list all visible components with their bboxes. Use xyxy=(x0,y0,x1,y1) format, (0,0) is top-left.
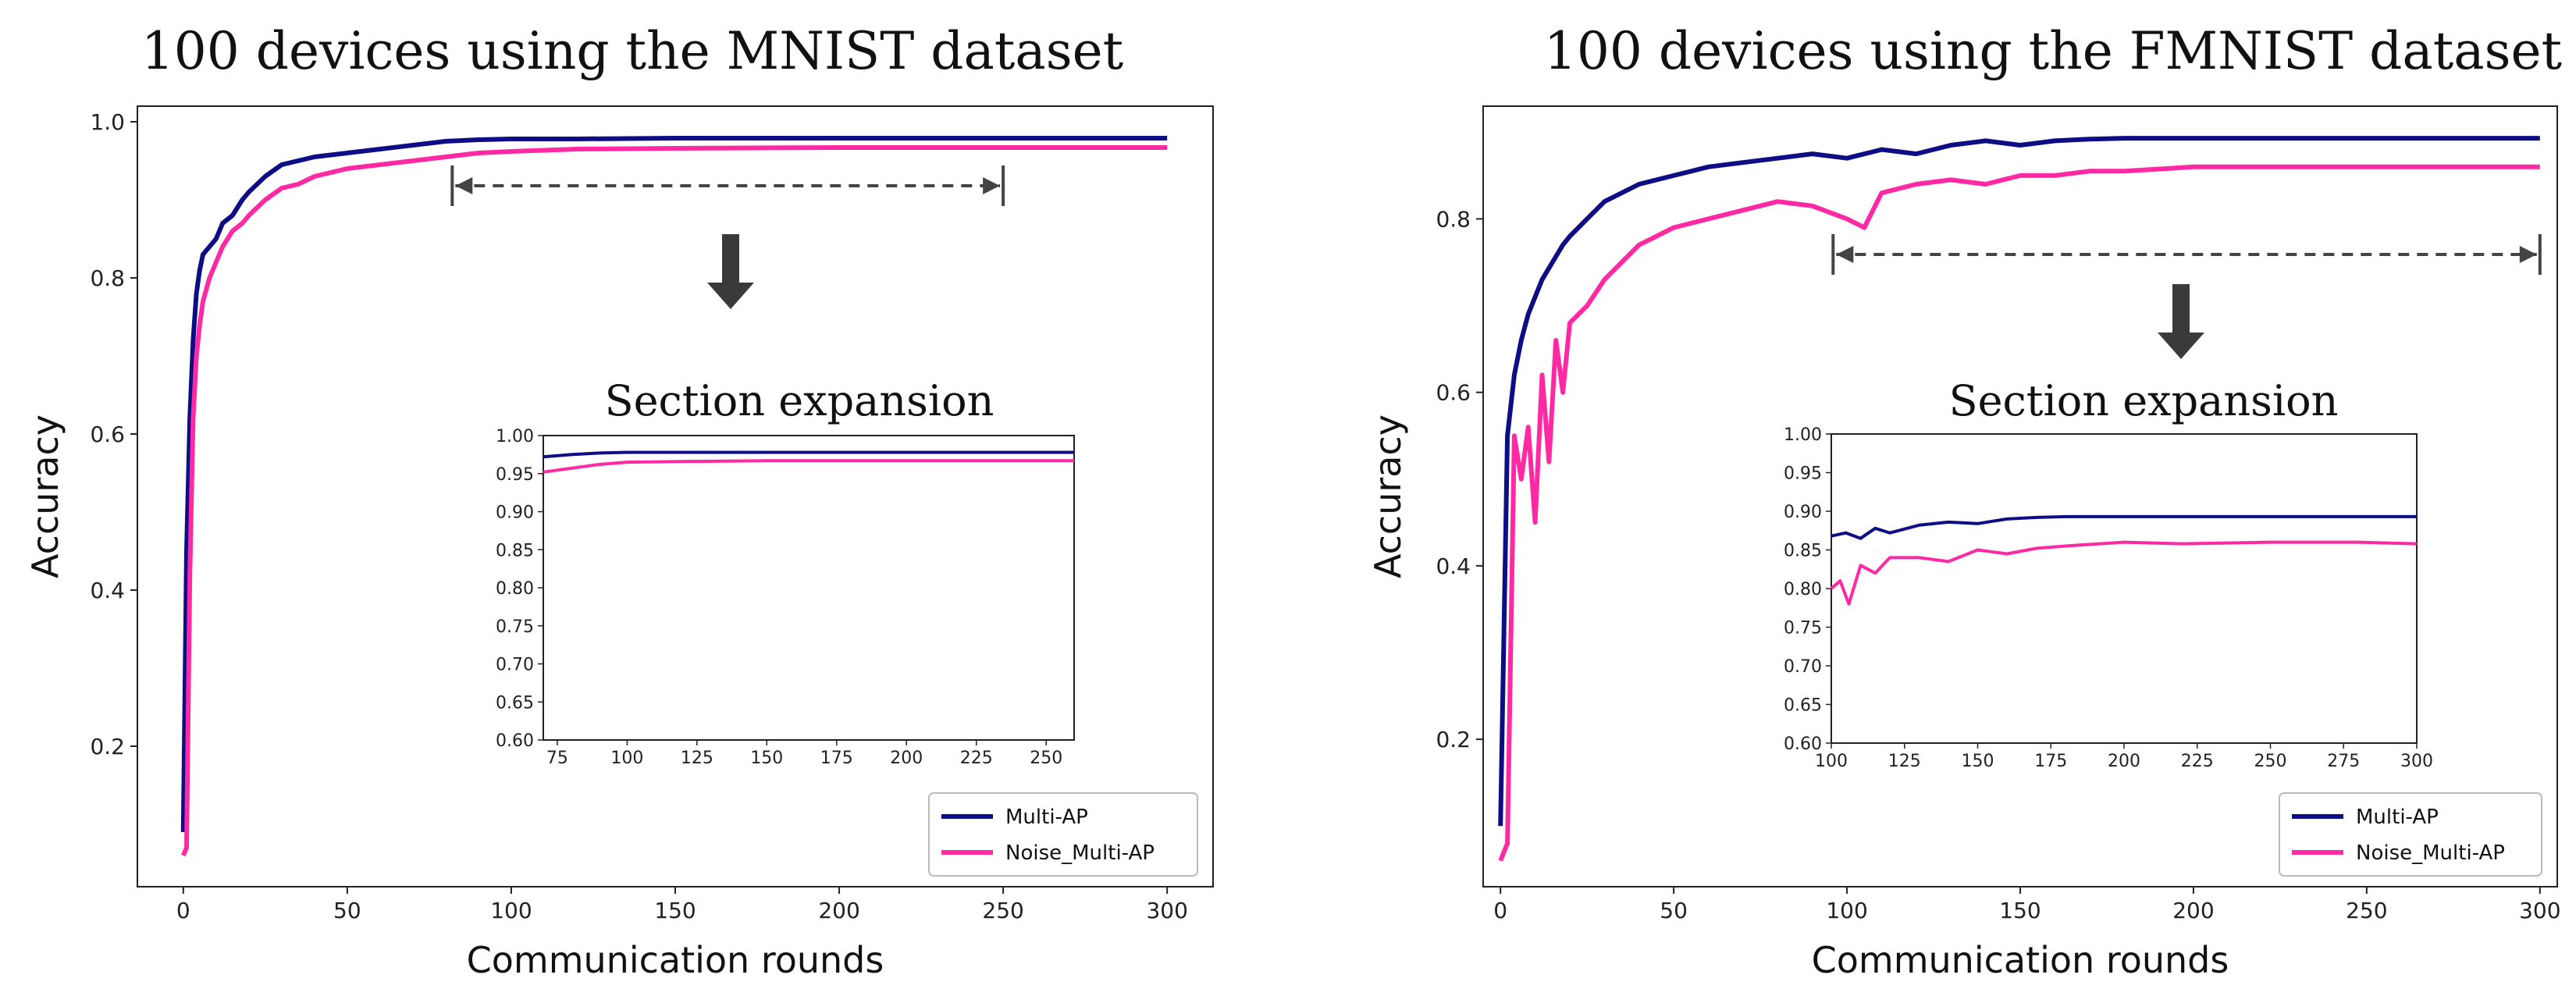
x-tick-label: 100 xyxy=(490,898,532,923)
inset-frame xyxy=(1831,433,2418,744)
inset-y-tick-label: 0.90 xyxy=(1784,503,1822,522)
inset-y-tick-label: 0.60 xyxy=(1784,735,1822,754)
x-tick-label: 250 xyxy=(2346,898,2387,923)
inset-x-tick-label: 225 xyxy=(960,749,993,768)
series-line-noise-multi-ap xyxy=(181,145,1168,857)
inset-x-tick-label: 75 xyxy=(546,749,568,768)
inset-x-tick-label: 100 xyxy=(1815,752,1848,771)
x-tick-label: 150 xyxy=(654,898,696,923)
chart-panel-1: 100 devices using the MNIST dataset 0 50 10… xyxy=(24,21,1214,981)
inset-series-line-noise-multi-ap xyxy=(543,459,1074,474)
inset-y-tick-label: 0.85 xyxy=(1784,542,1822,561)
inset-x-tick-label: 150 xyxy=(1962,752,1994,771)
y-tick-label: 0.2 xyxy=(90,734,125,759)
annotation-arrowhead-left xyxy=(1836,246,1854,263)
inset-x-tick-label: 100 xyxy=(610,749,643,768)
annotation-arrowhead-right xyxy=(2519,246,2537,263)
chart-title: 100 devices using the MNIST dataset xyxy=(141,21,1123,81)
legend-label: Noise_Multi-AP xyxy=(2356,841,2505,865)
inset-x-tick-label: 175 xyxy=(820,749,853,768)
y-axis-label: Accuracy xyxy=(24,414,66,578)
legend-box xyxy=(928,792,1198,877)
inset-y-tick-label: 0.65 xyxy=(496,693,534,713)
legend-label: Multi-AP xyxy=(2356,806,2439,829)
inset-y-tick-label: 1.00 xyxy=(1784,425,1822,445)
y-tick-label: 0.8 xyxy=(1436,206,1471,232)
inset-x-tick-label: 150 xyxy=(750,749,783,768)
inset-y-tick-label: 0.70 xyxy=(496,656,534,675)
down-arrow-icon xyxy=(2158,284,2204,359)
inset-y-tick-label: 0.75 xyxy=(496,617,534,637)
x-tick-label: 300 xyxy=(1146,898,1187,923)
inset-x-tick-label: 275 xyxy=(2327,752,2360,771)
x-tick-label: 50 xyxy=(1660,898,1688,923)
annotation-arrowhead-right xyxy=(983,177,1001,194)
inset-y-tick-label: 0.95 xyxy=(496,465,534,485)
chart-panel-2: 100 devices using the FMNIST dataset 0 50 1… xyxy=(1367,21,2562,981)
legend-label: Noise_Multi-AP xyxy=(1005,841,1155,865)
y-tick-label: 0.6 xyxy=(1436,380,1471,406)
inset-y-tick-label: 0.80 xyxy=(1784,580,1822,599)
inset-x-tick-label: 300 xyxy=(2400,752,2433,771)
inset-x-tick-label: 200 xyxy=(890,749,923,768)
annotation-arrowhead-left xyxy=(455,177,473,194)
y-tick-label: 0.8 xyxy=(90,265,125,291)
x-tick-label: 50 xyxy=(333,898,361,923)
x-tick-label: 300 xyxy=(2519,898,2560,923)
x-axis-label: Communication rounds xyxy=(467,939,884,981)
y-tick-label: 0.2 xyxy=(1436,727,1471,752)
inset-y-tick-label: 0.90 xyxy=(496,503,534,523)
x-tick-label: 250 xyxy=(982,898,1023,923)
y-tick-label: 0.6 xyxy=(90,422,125,447)
inset-series-line-multi-ap xyxy=(1831,514,2417,540)
x-tick-label: 100 xyxy=(1826,898,1867,923)
inset-frame xyxy=(543,435,1075,741)
legend-box xyxy=(2279,792,2542,877)
series-line-multi-ap xyxy=(1498,136,2540,827)
series-line-noise-multi-ap xyxy=(1498,164,2540,862)
inset-y-tick-label: 1.00 xyxy=(496,427,534,446)
x-tick-label: 0 xyxy=(176,898,190,923)
inset-y-tick-label: 0.85 xyxy=(496,541,534,560)
inset-x-tick-label: 250 xyxy=(2254,752,2287,771)
down-arrow-icon xyxy=(707,234,754,309)
inset-x-tick-label: 250 xyxy=(1030,749,1062,768)
inset-x-tick-label: 225 xyxy=(2181,752,2214,771)
inset-title: Section expansion xyxy=(605,376,994,425)
x-tick-label: 0 xyxy=(1493,898,1507,923)
inset-y-tick-label: 0.70 xyxy=(1784,657,1822,677)
inset-x-tick-label: 200 xyxy=(2108,752,2140,771)
inset-x-tick-label: 175 xyxy=(2034,752,2067,771)
y-tick-label: 0.4 xyxy=(90,578,125,603)
inset-series-line-noise-multi-ap xyxy=(1830,540,2418,606)
y-tick-label: 0.4 xyxy=(1436,553,1471,579)
inset-y-tick-label: 0.95 xyxy=(1784,464,1822,484)
inset-y-tick-label: 0.65 xyxy=(1784,696,1822,716)
inset-x-tick-label: 125 xyxy=(1888,752,1921,771)
x-tick-label: 200 xyxy=(818,898,859,923)
inset-x-tick-label: 125 xyxy=(681,749,713,768)
inset-y-tick-label: 0.75 xyxy=(1784,619,1822,639)
series-line-multi-ap xyxy=(180,136,1168,833)
legend-label: Multi-AP xyxy=(1005,806,1088,829)
inset-y-tick-label: 0.60 xyxy=(496,731,534,751)
y-tick-label: 1.0 xyxy=(90,109,125,135)
inset-title: Section expansion xyxy=(1949,376,2339,425)
chart-title: 100 devices using the FMNIST dataset xyxy=(1544,21,2562,81)
x-tick-label: 150 xyxy=(1999,898,2041,923)
y-axis-label: Accuracy xyxy=(1367,414,1409,578)
x-axis-label: Communication rounds xyxy=(1812,939,2229,981)
x-tick-label: 200 xyxy=(2172,898,2214,923)
inset-y-tick-label: 0.80 xyxy=(496,579,534,599)
inset-series-line-multi-ap xyxy=(543,450,1074,459)
